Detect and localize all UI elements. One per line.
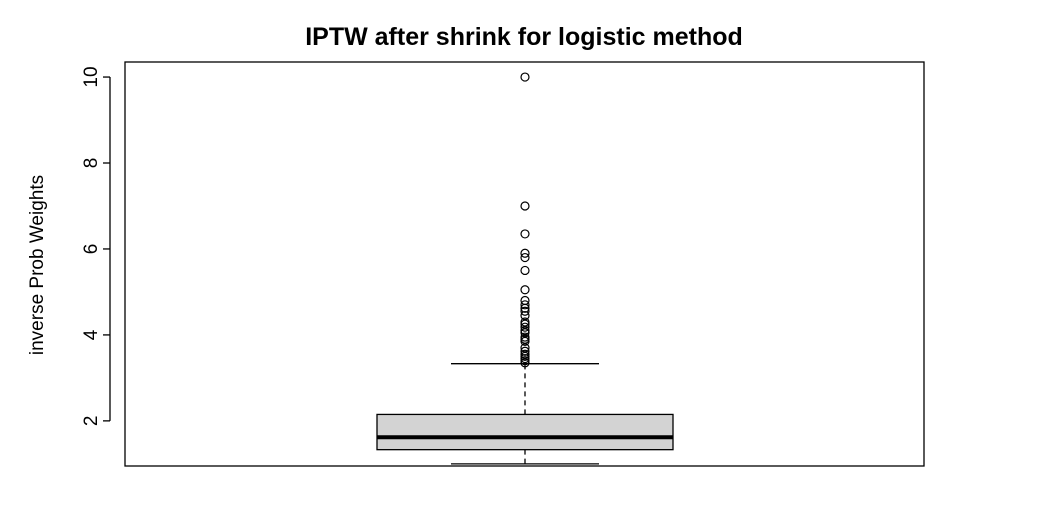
chart-title: IPTW after shrink for logistic method <box>305 23 743 51</box>
outlier-point <box>520 332 530 342</box>
outlier-point <box>520 306 530 316</box>
outlier-point <box>520 310 530 321</box>
iqr-box <box>376 413 674 451</box>
outlier-point <box>520 300 530 310</box>
outlier-point <box>520 349 530 359</box>
outlier-point <box>520 252 530 263</box>
outlier-point <box>520 248 530 258</box>
outlier-point <box>520 346 530 356</box>
boxplot <box>376 363 674 465</box>
outlier-point <box>520 322 530 332</box>
y-tick-label: 4 <box>81 329 102 340</box>
outlier-point <box>520 265 530 276</box>
plot-frame <box>124 61 925 467</box>
outlier-point <box>520 317 530 327</box>
outlier-points <box>520 72 530 368</box>
outlier-point <box>520 295 530 306</box>
outlier-point <box>520 201 530 211</box>
outlier-point <box>520 285 530 295</box>
y-tick-label: 2 <box>81 416 102 427</box>
y-axis-label: inverse Prob Weights <box>27 175 48 355</box>
y-tick-label: 10 <box>81 66 102 87</box>
outlier-point <box>520 72 530 82</box>
y-tick-label: 6 <box>81 244 102 255</box>
y-tick-label: 8 <box>81 158 102 169</box>
y-axis: 2 4 6 8 10 <box>81 66 111 427</box>
outlier-point <box>520 229 530 239</box>
